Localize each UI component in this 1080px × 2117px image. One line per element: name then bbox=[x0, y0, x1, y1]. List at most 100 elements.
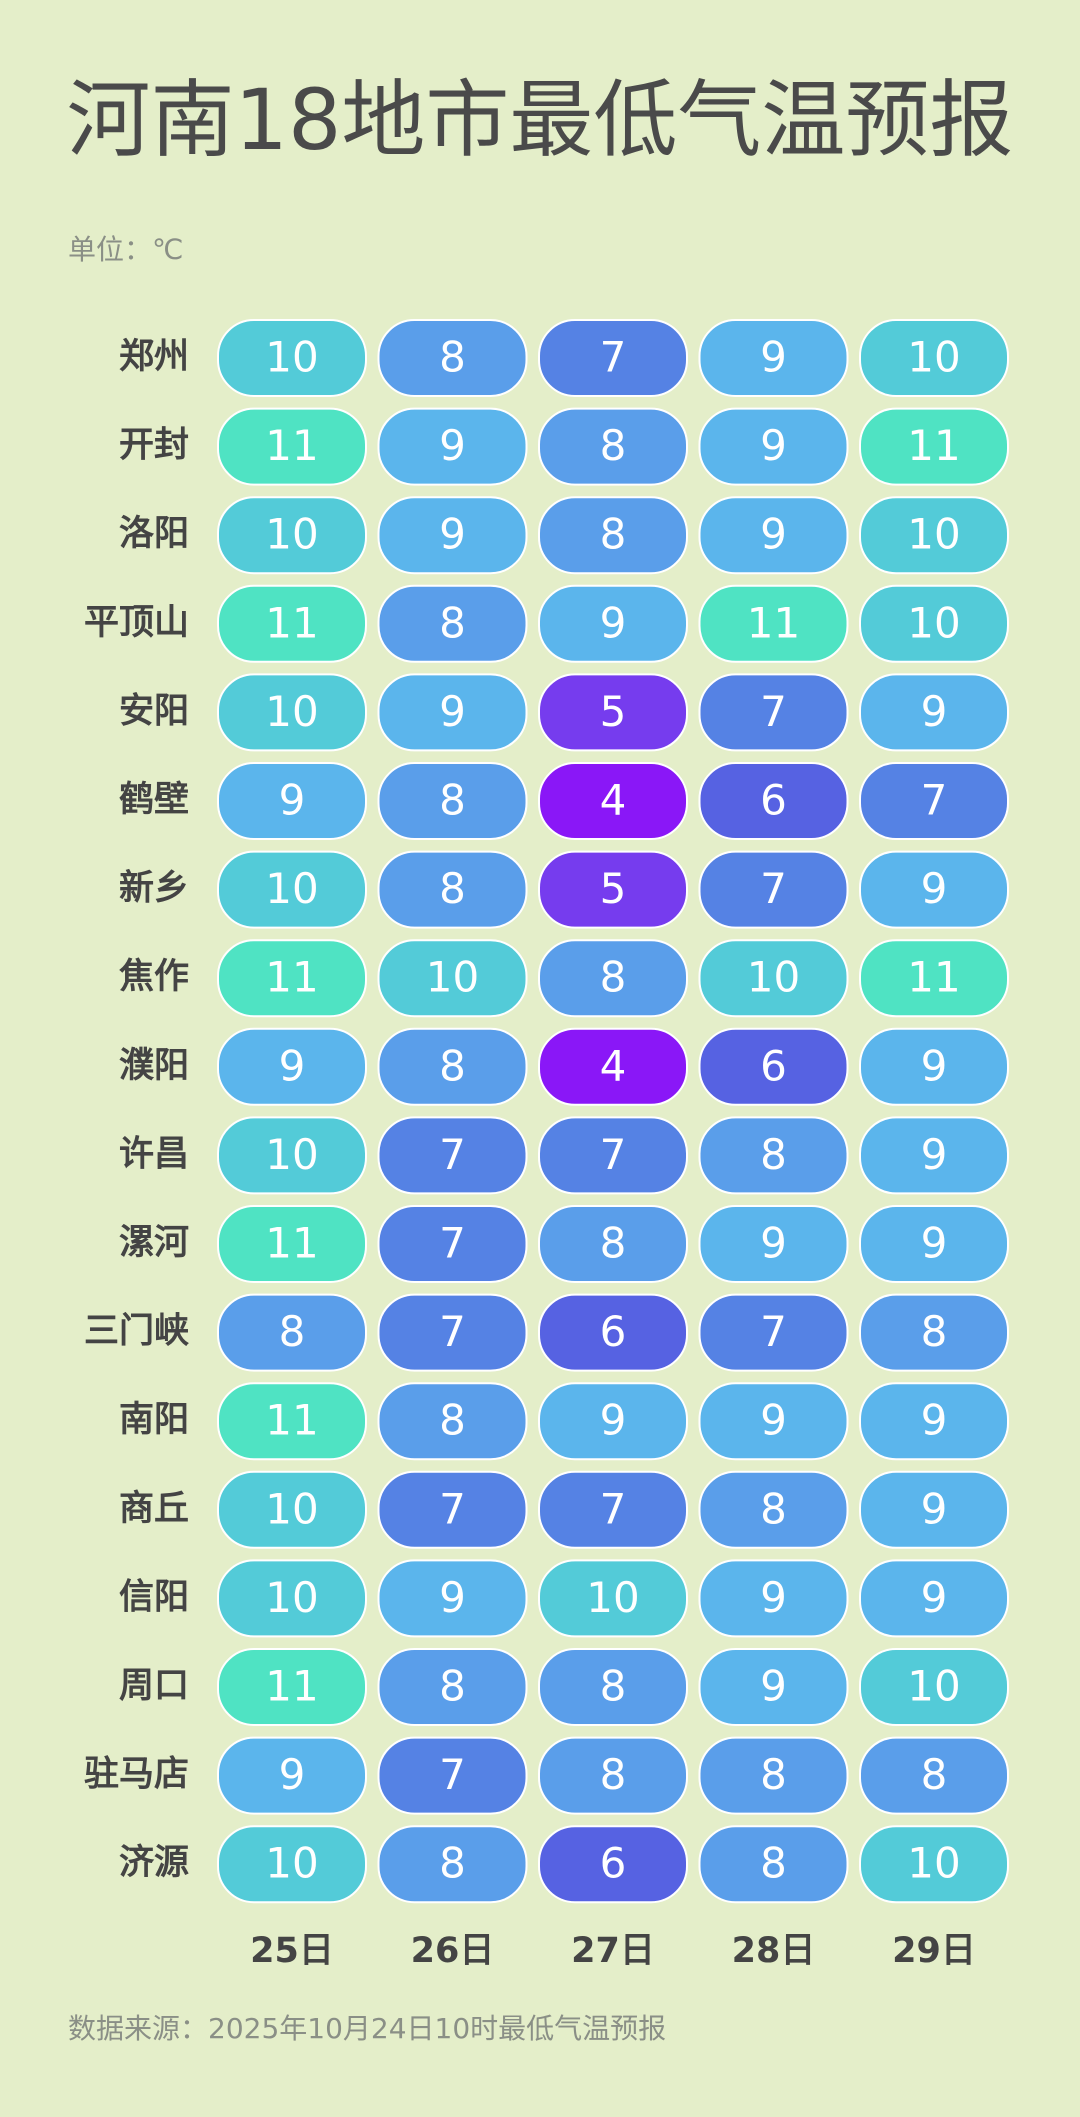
cell bbox=[538, 1470, 688, 1549]
cell bbox=[698, 1825, 849, 1904]
cell-label: 11 bbox=[907, 953, 960, 1002]
cell bbox=[698, 1382, 849, 1461]
cell bbox=[859, 1648, 1009, 1726]
cell-label: 11 bbox=[265, 953, 318, 1002]
cell-label: 7 bbox=[600, 1130, 627, 1179]
cell-label: 11 bbox=[265, 1219, 318, 1268]
cell-label: 10 bbox=[265, 1484, 318, 1533]
cell-label: 9 bbox=[279, 1041, 306, 1090]
cell-label: 9 bbox=[439, 421, 466, 470]
cell-label: 8 bbox=[439, 1662, 466, 1711]
cell bbox=[859, 496, 1009, 575]
unit-label: 单位：℃ bbox=[68, 233, 183, 266]
cell-label: 11 bbox=[907, 421, 960, 470]
cell-label: 7 bbox=[921, 776, 948, 825]
cell-label: 6 bbox=[600, 1307, 627, 1356]
cell-label: 10 bbox=[265, 333, 318, 382]
cell bbox=[377, 1736, 528, 1815]
cell-label: 9 bbox=[921, 1484, 948, 1533]
cell bbox=[698, 1559, 849, 1638]
cell bbox=[538, 319, 688, 397]
cell-label: 7 bbox=[439, 1307, 466, 1356]
cell bbox=[377, 1470, 528, 1549]
row-label: 南阳 bbox=[119, 1400, 189, 1440]
cell bbox=[538, 1559, 688, 1638]
cell bbox=[217, 762, 367, 840]
cell-label: 6 bbox=[760, 776, 787, 825]
row-label: 漯河 bbox=[119, 1223, 189, 1263]
cell bbox=[217, 496, 367, 575]
cell bbox=[538, 1648, 688, 1726]
cell bbox=[377, 496, 528, 575]
cell-label: 6 bbox=[760, 1041, 787, 1090]
cell bbox=[377, 762, 528, 840]
cell bbox=[217, 673, 367, 752]
cell bbox=[698, 1293, 849, 1372]
cell bbox=[377, 319, 528, 397]
cell-label: 8 bbox=[600, 1750, 627, 1799]
cell-label: 9 bbox=[600, 598, 627, 647]
cell bbox=[538, 762, 688, 840]
cell-label: 11 bbox=[747, 598, 800, 647]
cell bbox=[859, 1470, 1009, 1549]
cell bbox=[377, 850, 528, 929]
cell-label: 7 bbox=[760, 1307, 787, 1356]
cell bbox=[377, 407, 528, 486]
cell-label: 7 bbox=[600, 1484, 627, 1533]
x-tick-label: 25日 bbox=[250, 1931, 334, 1971]
cell-label: 9 bbox=[279, 1750, 306, 1799]
cell bbox=[377, 1648, 528, 1726]
cell bbox=[217, 1825, 367, 1904]
cell-label: 9 bbox=[921, 864, 948, 913]
row-label: 信阳 bbox=[119, 1577, 189, 1617]
cell-label: 9 bbox=[921, 1041, 948, 1090]
cell bbox=[859, 1116, 1009, 1195]
cell-label: 8 bbox=[600, 953, 627, 1002]
row-label: 濮阳 bbox=[119, 1046, 189, 1086]
cell bbox=[698, 1027, 849, 1106]
cell bbox=[698, 1648, 849, 1726]
cell-label: 7 bbox=[439, 1219, 466, 1268]
cell bbox=[377, 1382, 528, 1461]
row-label: 济源 bbox=[119, 1843, 189, 1883]
cell-label: 10 bbox=[265, 687, 318, 736]
cell-label: 7 bbox=[760, 864, 787, 913]
cell-label: 8 bbox=[760, 1750, 787, 1799]
cell-label: 10 bbox=[907, 598, 960, 647]
cell bbox=[377, 584, 528, 663]
cell-label: 9 bbox=[760, 333, 787, 382]
cell-label: 6 bbox=[600, 1839, 627, 1888]
cell bbox=[217, 1293, 367, 1372]
cell bbox=[217, 1559, 367, 1638]
cell bbox=[217, 319, 367, 397]
cell-label: 9 bbox=[760, 1396, 787, 1445]
cell-label: 9 bbox=[279, 776, 306, 825]
cell-label: 9 bbox=[439, 1573, 466, 1622]
cell bbox=[698, 1736, 849, 1815]
cell-label: 8 bbox=[600, 1662, 627, 1711]
cell-label: 8 bbox=[760, 1839, 787, 1888]
cell bbox=[217, 1648, 367, 1726]
cell-label: 9 bbox=[921, 1573, 948, 1622]
cell-label: 7 bbox=[439, 1750, 466, 1799]
cell bbox=[217, 939, 367, 1018]
row-label: 洛阳 bbox=[119, 514, 189, 554]
cell bbox=[538, 1205, 688, 1283]
cell bbox=[538, 1027, 688, 1106]
cell bbox=[538, 850, 688, 929]
cell bbox=[859, 1027, 1009, 1106]
cell-label: 10 bbox=[265, 510, 318, 559]
cell bbox=[217, 1470, 367, 1549]
cell-label: 9 bbox=[760, 510, 787, 559]
x-tick-label: 27日 bbox=[571, 1931, 655, 1971]
cell-label: 11 bbox=[265, 1662, 318, 1711]
cell-label: 5 bbox=[600, 864, 627, 913]
row-label: 郑州 bbox=[119, 337, 189, 377]
cell bbox=[698, 939, 849, 1018]
cell bbox=[859, 1382, 1009, 1461]
cell bbox=[698, 584, 849, 663]
cell-label: 9 bbox=[760, 1662, 787, 1711]
cell-label: 4 bbox=[600, 776, 627, 825]
cell bbox=[377, 1559, 528, 1638]
cell-label: 7 bbox=[439, 1484, 466, 1533]
